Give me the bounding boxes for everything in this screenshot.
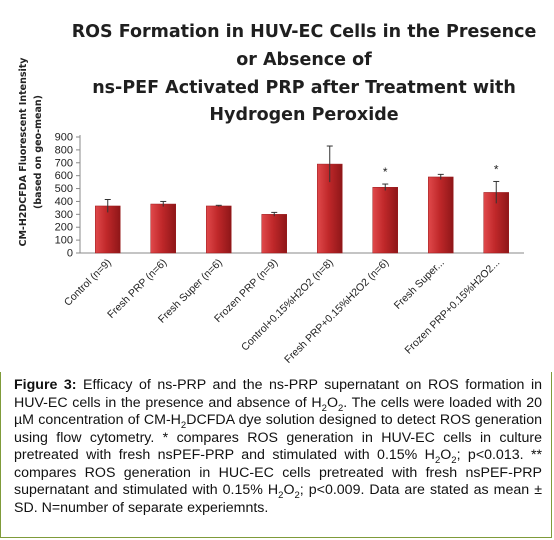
bars: [95, 163, 509, 254]
caption-label: Figure 3:: [14, 377, 77, 393]
chart-panel: ROS Formation in HUV-EC Cells in the Pre…: [18, 22, 537, 366]
bar: [372, 187, 398, 254]
annotations: * *: [383, 162, 499, 179]
caption-subscript: 2: [180, 419, 187, 431]
caption-text: O: [440, 447, 452, 463]
caption-subscript: 2: [337, 402, 344, 414]
x-tick-labels: Control (n=9)Fresh PRP (n=6)Fresh Super …: [62, 257, 503, 366]
y-tick-label: 800: [55, 144, 73, 156]
bar: [261, 214, 287, 254]
x-tick-label: Fresh PRP+0.15%H2O2 (n=6): [282, 257, 391, 366]
y-tick-label: 300: [55, 209, 73, 221]
figure-caption: Figure 3: Efficacy of ns-PRP and the ns-…: [14, 377, 542, 517]
axes: [79, 135, 524, 254]
caption-text: . The cells were loaded with 20 µM conce…: [14, 394, 543, 429]
error-bars: [104, 145, 500, 217]
caption-text: O: [283, 482, 295, 498]
chart-title-line-3: ns-PEF Activated PRP after Treatment wit…: [92, 78, 516, 98]
caption-body: Efficacy of ns-PRP and the ns-PRP supern…: [14, 377, 542, 516]
chart-title-line-2: or Absence of: [236, 50, 372, 70]
chart-title-line-4: Hydrogen Peroxide: [209, 105, 399, 125]
caption-subscript: 2: [321, 402, 327, 414]
bar: [95, 205, 121, 254]
y-tick-label: 600: [55, 170, 73, 182]
significance-marker: *: [494, 162, 499, 176]
y-tick-label: 0: [67, 248, 73, 260]
y-axis-label-line-1: CM-H2DCFDA Fluorescent Intensity: [18, 57, 29, 247]
caption-subscript: 2: [294, 489, 300, 501]
bar: [428, 176, 454, 254]
x-tick-label: Fresh PRP (n=6): [105, 257, 169, 321]
x-tick-label: Fresh Super...: [392, 257, 447, 312]
chart-title-line-1: ROS Formation in HUV-EC Cells in the Pre…: [71, 22, 537, 42]
y-tick-label: 500: [55, 183, 73, 195]
x-tick-label: Control+0.15%H2O2 (n=8): [239, 257, 336, 354]
caption-subscript: 2: [451, 454, 457, 466]
y-tick-label: 400: [55, 196, 73, 208]
bar-chart: CM-H2DCFDA Fluorescent Intensity (based …: [18, 57, 524, 366]
bar: [150, 203, 176, 254]
caption-text: ; p<0.009. Data are stated as mean ± SD.…: [14, 482, 542, 516]
significance-marker: *: [383, 165, 388, 179]
caption-text: DCFDA dye solution designed to detect RO…: [14, 412, 542, 463]
y-tick-label: 900: [55, 132, 73, 144]
y-tick-label: 100: [55, 235, 73, 247]
caption-text: ; p<0.013. ** compares ROS generation in…: [14, 447, 542, 498]
x-tick-label: Frozen PRP+0.15%H2O2...: [402, 257, 502, 357]
caption-text: O: [326, 394, 338, 411]
caption-text: Efficacy of ns-PRP and the ns-PRP supern…: [14, 377, 542, 411]
y-tick-label: 200: [55, 222, 73, 234]
y-tick-label: 700: [55, 157, 73, 169]
y-axis-label-line-2: (based on geo-mean): [33, 95, 44, 209]
x-tick-label: Control (n=9): [62, 257, 114, 309]
caption-subscript: 2: [278, 489, 284, 501]
y-axis-label: CM-H2DCFDA Fluorescent Intensity (based …: [18, 57, 44, 247]
caption-subscript: 2: [434, 454, 441, 466]
bar: [206, 205, 232, 254]
